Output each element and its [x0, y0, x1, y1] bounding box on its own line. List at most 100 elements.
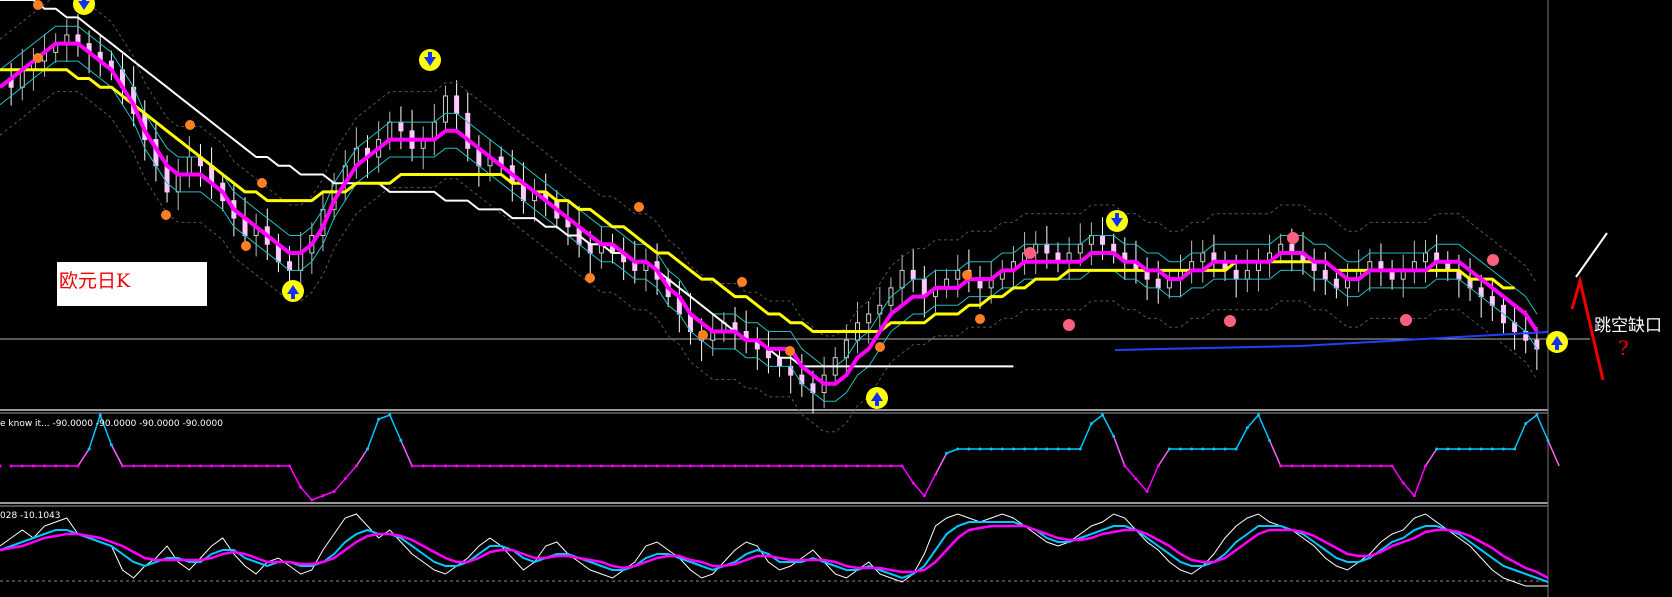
subpanel1-dot	[0, 464, 2, 468]
subpanel1-dot	[54, 464, 58, 468]
subpanel1-line	[400, 440, 413, 467]
candle-body	[465, 112, 471, 149]
subpanel1-line	[946, 448, 959, 454]
subpanel1-dot	[343, 477, 347, 481]
subpanel1-line	[1268, 440, 1282, 467]
subpanel1-dot	[1045, 447, 1049, 451]
subpanel1-dot	[288, 464, 292, 468]
subpanel1-dot	[299, 485, 303, 489]
subpanel1-dot	[1546, 439, 1550, 442]
subpanel1-dot	[432, 464, 436, 468]
candle-body	[1534, 339, 1540, 350]
subpanel1-dot	[510, 464, 514, 468]
candle-body	[1044, 243, 1050, 254]
subpanel1-dot	[1368, 464, 1372, 468]
subpanel1-line	[1157, 448, 1170, 467]
candle-body	[1200, 252, 1206, 263]
subpanel1-dot	[210, 464, 214, 468]
subpanel1-line	[355, 448, 369, 467]
subpanel1-dot	[366, 447, 370, 451]
subpanel1-dot	[722, 464, 726, 468]
subpanel1-dot	[1245, 426, 1249, 430]
subpanel1-dot	[867, 464, 871, 468]
candle-body	[186, 156, 192, 175]
subpanel1-dot	[410, 464, 414, 468]
subpanel1-dot	[1268, 439, 1272, 442]
candle-body	[955, 269, 961, 280]
candle-body	[1322, 269, 1328, 280]
subpanel1-dot	[65, 464, 69, 468]
arrow-down-marker-glyph	[1111, 213, 1123, 227]
subpanel1-dot	[588, 464, 592, 468]
subpanel1-line	[1525, 414, 1538, 425]
subpanel1-dot	[165, 464, 169, 468]
subpanel1-dot	[677, 464, 681, 468]
subpanel1-line	[1112, 435, 1126, 467]
subpanel1-dot	[633, 464, 637, 468]
pink-marker	[1287, 232, 1299, 244]
subpanel1-dot	[1112, 434, 1116, 438]
arrow-down-marker-glyph	[424, 52, 436, 66]
white-ma	[0, 0, 1014, 368]
subpanel1-dot	[321, 494, 325, 498]
subpanel1-dot	[31, 464, 35, 468]
subpanel1-line	[934, 452, 948, 475]
subpanel1-line	[99, 414, 113, 446]
pink-marker	[1224, 315, 1236, 327]
subpanel2-label: 028 -10.1043	[0, 511, 61, 521]
signal-dot	[257, 178, 267, 188]
subpanel1-dot	[399, 439, 403, 442]
subpanel1-dot	[1256, 413, 1260, 417]
subpanel1-dot	[9, 464, 13, 468]
subpanel1-dot	[622, 464, 626, 468]
subpanel1-dot	[276, 464, 280, 468]
subpanel1-dot	[1101, 413, 1105, 417]
subpanel1-dot	[455, 464, 459, 468]
subpanel1-dot	[733, 464, 737, 468]
subpanel1-dot	[466, 464, 470, 468]
subpanel1-dot	[109, 443, 113, 447]
subpanel1-dot	[822, 464, 826, 468]
subpanel1-line	[912, 482, 925, 497]
candle-body	[387, 121, 393, 141]
subpanel1-dot	[700, 464, 704, 468]
white-pointer-line	[1575, 232, 1608, 278]
subpanel1-line	[1424, 448, 1438, 467]
subpanel1-line	[389, 414, 402, 441]
subpanel1-dot	[967, 447, 971, 451]
subpanel1-dot	[87, 447, 91, 451]
arrow-down-marker-glyph	[78, 0, 90, 10]
subpanel1-line	[300, 486, 313, 501]
subpanel1-dot	[1190, 447, 1194, 451]
subpanel1-dot	[1435, 447, 1439, 451]
subpanel1-dot	[1423, 464, 1427, 468]
subpanel1-line	[1391, 465, 1404, 484]
signal-dot	[962, 270, 972, 280]
subpanel1-line	[110, 444, 124, 467]
subpanel1-dot	[577, 464, 581, 468]
subpanel1-dot	[1089, 422, 1093, 425]
subpanel1-dot	[1312, 464, 1316, 468]
arrow-up-marker-glyph	[871, 392, 883, 406]
subpanel1-dot	[1535, 413, 1539, 417]
subpanel1-dot	[566, 464, 570, 468]
subpanel1-dot	[1379, 464, 1383, 468]
subpanel1-dot	[1056, 447, 1060, 451]
subpanel1-dot	[1034, 447, 1038, 451]
candle-body	[442, 95, 448, 123]
subpanel1-dot	[1346, 464, 1350, 468]
signal-dot	[241, 241, 251, 251]
subpanel1-dot	[1457, 447, 1461, 451]
chart-title-box: 欧元日K	[57, 262, 207, 306]
subpanel1-dot	[176, 464, 180, 468]
subpanel1-dot	[187, 464, 191, 468]
subpanel1-dot	[1078, 447, 1082, 451]
subpanel1-dot	[922, 494, 926, 498]
pink-marker	[1487, 254, 1499, 266]
candle-body	[164, 165, 170, 193]
subpanel1-dot	[833, 464, 837, 468]
candle-body	[398, 121, 404, 132]
pink-marker	[1063, 319, 1075, 331]
magenta-ma	[0, 41, 1539, 386]
subpanel1-dot	[688, 464, 692, 468]
